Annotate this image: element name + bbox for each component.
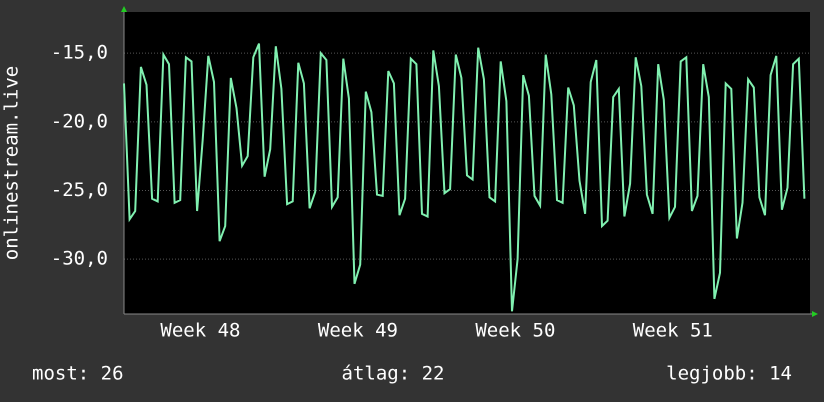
y-arrow <box>121 6 127 12</box>
data-line <box>123 43 806 312</box>
footer-current: most: 26 <box>32 363 124 385</box>
y-tick-label: -20,0 <box>51 110 108 132</box>
footer-average: átlag: 22 <box>342 363 445 385</box>
x-arrow <box>812 311 818 317</box>
footer-max: legjobb: 14 <box>666 363 792 385</box>
y-tick-label: -30,0 <box>51 248 108 270</box>
y-axis-label: onlinestream.live <box>1 66 23 260</box>
x-tick-label: Week 51 <box>633 320 713 342</box>
x-tick-label: Week 50 <box>475 320 555 342</box>
y-tick-label: -25,0 <box>51 179 108 201</box>
x-tick-label: Week 48 <box>160 320 240 342</box>
x-tick-label: Week 49 <box>318 320 398 342</box>
y-tick-label: -15,0 <box>51 42 108 64</box>
